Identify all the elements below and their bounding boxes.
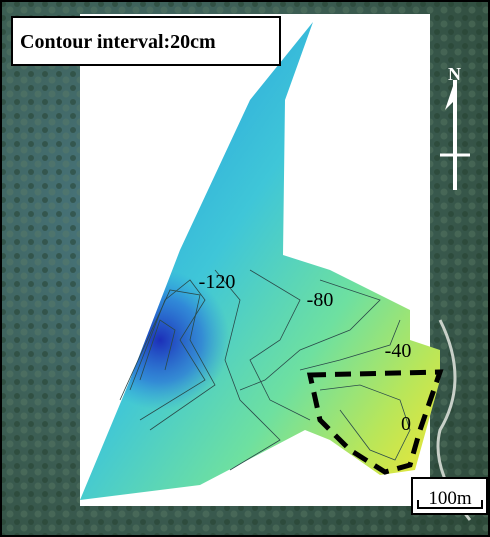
- scale-label: 100m: [428, 488, 472, 509]
- map: -120 -80 -40 0 Contour interval:20cm N 100m: [0, 0, 490, 537]
- title: Contour interval:20cm: [20, 31, 216, 53]
- north-label: N: [448, 64, 461, 84]
- contour-label: -40: [385, 340, 412, 362]
- contour-label: -80: [307, 289, 334, 311]
- contour-label: 0: [401, 413, 411, 435]
- contour-label: -120: [199, 271, 236, 293]
